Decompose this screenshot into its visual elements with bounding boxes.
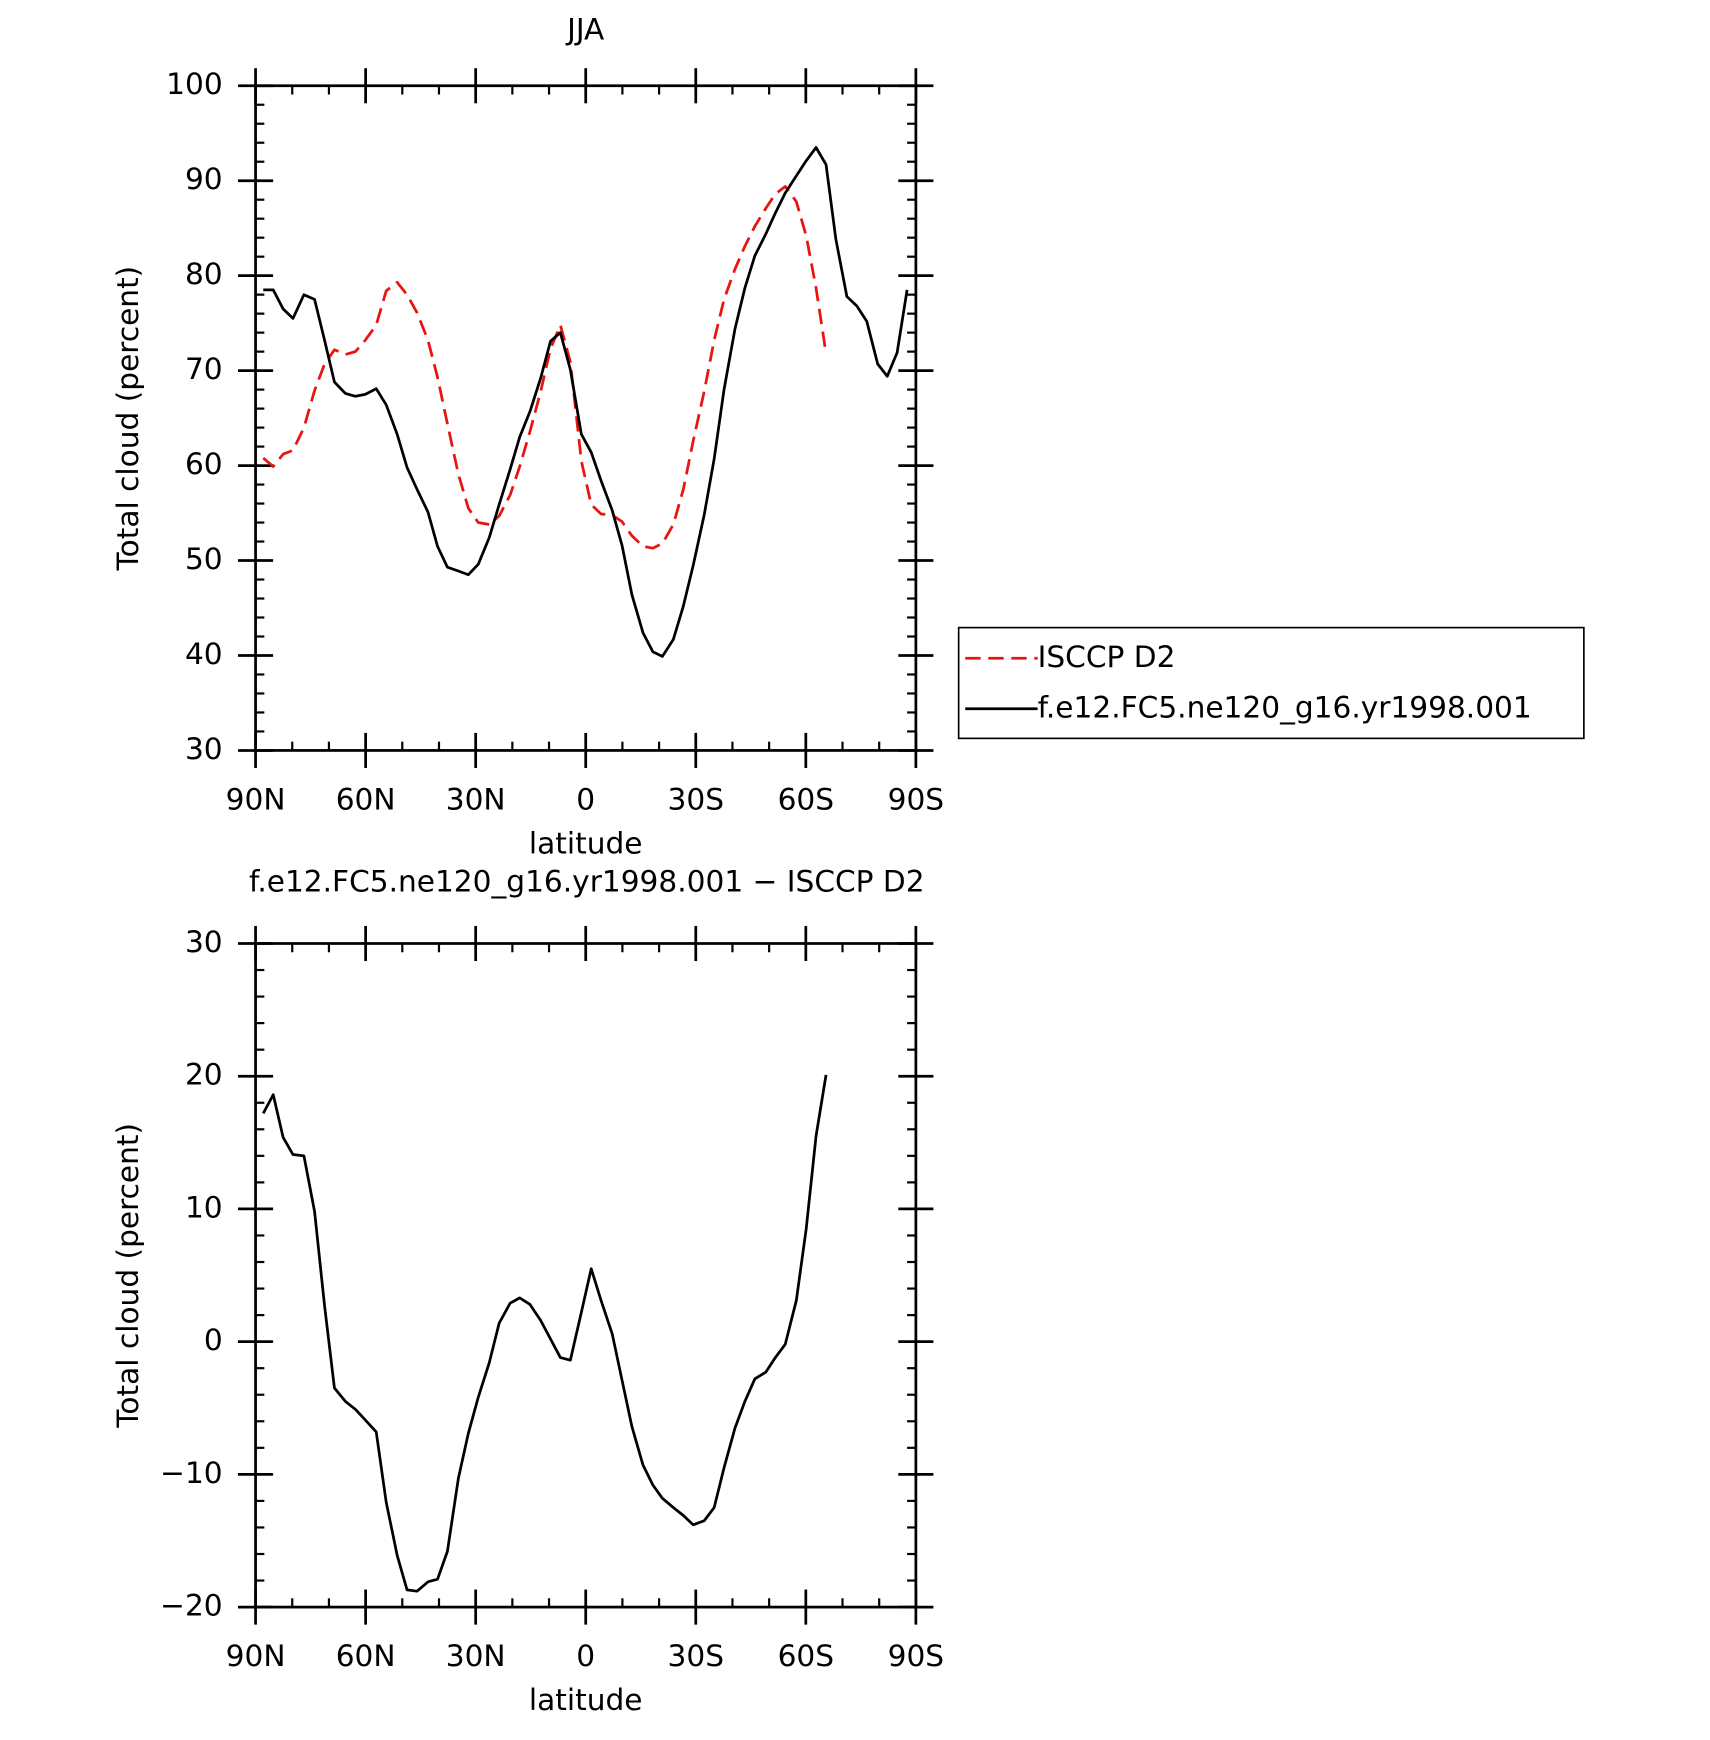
y-tick-label: 50 bbox=[185, 542, 223, 576]
y-tick-label: 40 bbox=[185, 637, 223, 671]
y-tick-label: 70 bbox=[185, 352, 223, 386]
series-line bbox=[262, 1074, 828, 1593]
y-tick-label: 60 bbox=[185, 447, 223, 481]
plot-frame bbox=[254, 84, 918, 752]
x-tick-label: 90S bbox=[888, 782, 944, 816]
y-tick-label: 10 bbox=[185, 1190, 223, 1224]
y-tick-label: 30 bbox=[185, 925, 223, 959]
y-axis-label: Total cloud (percent) bbox=[111, 266, 145, 572]
y-tick-label: −10 bbox=[160, 1456, 223, 1490]
x-tick-label: 90N bbox=[226, 782, 286, 816]
x-tick-label: 30N bbox=[446, 1639, 506, 1673]
x-tick-label: 60S bbox=[778, 1639, 834, 1673]
y-tick-label: 30 bbox=[185, 732, 223, 766]
plot-frame bbox=[254, 942, 918, 1609]
y-tick-label: 80 bbox=[185, 257, 223, 291]
x-axis-label: latitude bbox=[529, 1683, 643, 1717]
x-tick-label: 0 bbox=[576, 782, 595, 816]
x-tick-label: 60N bbox=[336, 782, 396, 816]
series-line bbox=[262, 185, 828, 550]
legend-label: ISCCP D2 bbox=[1038, 640, 1176, 674]
x-tick-label: 30S bbox=[668, 782, 724, 816]
y-tick-label: 90 bbox=[185, 162, 223, 196]
x-tick-label: 30N bbox=[446, 782, 506, 816]
legend-box bbox=[957, 626, 1585, 740]
y-axis-label: Total cloud (percent) bbox=[111, 1123, 145, 1429]
x-tick-label: 60S bbox=[778, 782, 834, 816]
chart-title: JJA bbox=[565, 12, 605, 46]
series-line bbox=[263, 146, 909, 658]
x-tick-label: 0 bbox=[576, 1639, 595, 1673]
chart-title: f.e12.FC5.ne120_g16.yr1998.001 − ISCCP D… bbox=[249, 865, 925, 899]
x-tick-label: 90N bbox=[226, 1639, 286, 1673]
y-tick-label: 20 bbox=[185, 1058, 223, 1092]
y-tick-label: 100 bbox=[166, 67, 223, 101]
y-tick-label: 0 bbox=[204, 1323, 223, 1357]
legend-label: f.e12.FC5.ne120_g16.yr1998.001 bbox=[1038, 690, 1532, 724]
x-tick-label: 60N bbox=[336, 1639, 396, 1673]
x-axis-label: latitude bbox=[529, 826, 643, 860]
y-tick-label: −20 bbox=[160, 1589, 223, 1623]
x-tick-label: 30S bbox=[668, 1639, 724, 1673]
x-tick-label: 90S bbox=[888, 1639, 944, 1673]
